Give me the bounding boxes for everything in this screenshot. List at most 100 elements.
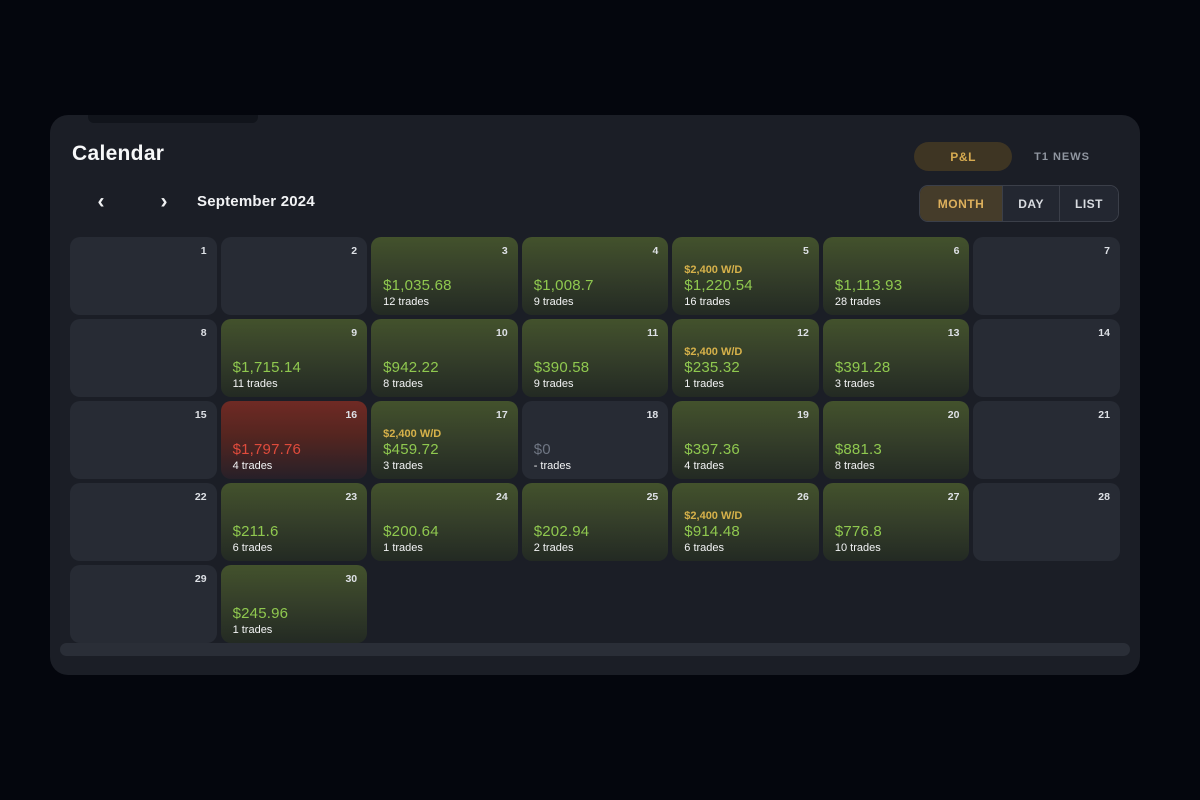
calendar-day-cell[interactable]: 12 $2,400 W/D $235.32 1 trades: [672, 319, 819, 397]
calendar-day-cell[interactable]: 27 $776.8 10 trades: [822, 483, 970, 561]
calendar-day-cell[interactable]: 3 $1,035.68 12 trades: [371, 237, 518, 315]
pnl-amount: $235.32: [684, 359, 740, 376]
view-toggle: MONTH DAY LIST: [918, 185, 1119, 222]
calendar-day-cell[interactable]: 5 $2,400 W/D $1,220.54 16 trades: [672, 237, 819, 315]
day-summary: $1,113.93 28 trades: [835, 277, 964, 308]
calendar-day-cell[interactable]: 21: [973, 401, 1120, 479]
calendar-day-cell[interactable]: 24 $200.64 1 trades: [371, 483, 518, 561]
day-number: 16: [345, 409, 358, 421]
pnl-amount: $1,035.68: [383, 277, 452, 294]
day-number: 30: [345, 573, 358, 585]
day-summary: $200.64 1 trades: [383, 523, 512, 554]
view-tab-month[interactable]: MONTH: [919, 186, 1003, 221]
calendar-day-cell[interactable]: 10 $942.22 8 trades: [371, 319, 518, 397]
day-number: 21: [1098, 409, 1110, 421]
day-number: 17: [496, 409, 508, 421]
calendar-day-cell[interactable]: 22: [70, 483, 217, 561]
trade-count: 3 trades: [383, 460, 423, 472]
trade-count: 9 trades: [533, 378, 574, 390]
view-tab-list[interactable]: LIST: [1059, 186, 1118, 221]
page-title: Calendar: [72, 142, 165, 165]
calendar-day-cell[interactable]: 23 $211.6 6 trades: [220, 483, 368, 561]
pnl-amount: $397.36: [684, 441, 740, 458]
calendar-day-cell[interactable]: 14: [973, 319, 1120, 397]
calendar-day-cell[interactable]: 29: [70, 565, 217, 643]
calendar-day-cell[interactable]: 17 $2,400 W/D $459.72 3 trades: [371, 401, 518, 479]
day-number: 23: [345, 491, 358, 503]
trade-count: - trades: [533, 460, 571, 472]
pnl-amount: $914.48: [684, 523, 740, 540]
day-number: 18: [646, 409, 659, 421]
calendar-day-cell[interactable]: 26 $2,400 W/D $914.48 6 trades: [672, 483, 819, 561]
calendar-day-cell[interactable]: 7: [973, 237, 1120, 315]
day-summary: $2,400 W/D $459.72 3 trades: [383, 428, 512, 472]
day-number: 9: [351, 327, 358, 339]
day-summary: $1,035.68 12 trades: [383, 277, 512, 308]
calendar-day-cell[interactable]: 11 $390.58 9 trades: [521, 319, 669, 397]
calendar-day-cell[interactable]: 8: [70, 319, 217, 397]
calendar-grid: 1 2 3 $1,035.68 12 trades 4 $1,008.7 9 t…: [70, 237, 1120, 643]
day-summary: $942.22 8 trades: [383, 359, 512, 390]
pnl-amount: $390.58: [533, 359, 590, 376]
day-number: 5: [803, 245, 809, 257]
day-number: 28: [1098, 491, 1110, 503]
calendar-day-cell[interactable]: 28: [973, 483, 1120, 561]
day-summary: $776.8 10 trades: [835, 523, 964, 554]
calendar-day-cell[interactable]: 20 $881.3 8 trades: [822, 401, 970, 479]
pnl-amount: $1,715.14: [232, 359, 302, 376]
pnl-amount: $1,008.7: [533, 277, 594, 294]
pnl-amount: $202.94: [533, 523, 590, 540]
horizontal-scrollbar[interactable]: [60, 643, 1130, 656]
day-summary: $245.96 1 trades: [233, 605, 362, 636]
trade-count: 8 trades: [383, 378, 423, 390]
t1-news-button[interactable]: T1 NEWS: [1012, 142, 1112, 171]
calendar-day-cell[interactable]: 9 $1,715.14 11 trades: [220, 319, 368, 397]
day-summary: $881.3 8 trades: [835, 441, 964, 472]
day-number: 15: [194, 409, 207, 421]
day-number: 29: [194, 573, 207, 585]
calendar-day-cell[interactable]: 25 $202.94 2 trades: [521, 483, 669, 561]
calendar-day-cell[interactable]: 30 $245.96 1 trades: [220, 565, 368, 643]
calendar-day-cell[interactable]: 16 $1,797.76 4 trades: [220, 401, 368, 479]
header-buttons: P&L T1 NEWS: [914, 142, 1112, 171]
calendar-day-cell[interactable]: 1: [70, 237, 217, 315]
day-number: 6: [953, 245, 960, 257]
calendar-day-cell[interactable]: 19 $397.36 4 trades: [672, 401, 819, 479]
day-number: 8: [200, 327, 207, 339]
view-tab-day[interactable]: DAY: [1002, 186, 1059, 221]
pnl-amount: $1,113.93: [834, 277, 903, 294]
day-number: 19: [797, 409, 809, 421]
next-month-button[interactable]: ›: [149, 187, 179, 217]
day-number: 26: [797, 491, 809, 503]
pnl-amount: $776.8: [834, 523, 882, 540]
chevron-left-icon: ‹: [97, 190, 105, 213]
day-summary: $202.94 2 trades: [534, 523, 663, 554]
withdrawal-label: $2,400 W/D: [684, 264, 743, 276]
pnl-toggle-button[interactable]: P&L: [914, 142, 1013, 171]
day-number: 13: [947, 327, 960, 339]
pnl-amount: $200.64: [383, 523, 439, 540]
day-summary: $390.58 9 trades: [534, 359, 663, 390]
trade-count: 1 trades: [383, 542, 423, 554]
trade-count: 2 trades: [533, 542, 574, 554]
calendar-day-cell[interactable]: 2: [220, 237, 368, 315]
pnl-amount: $942.22: [383, 359, 439, 376]
pnl-amount: $1,220.54: [684, 277, 753, 294]
panel-top-notch: [88, 115, 258, 123]
day-number: 22: [194, 491, 207, 503]
trade-count: 8 trades: [834, 460, 875, 472]
day-number: 2: [351, 245, 358, 257]
day-summary: $1,715.14 11 trades: [233, 359, 362, 390]
pnl-amount: $0: [533, 441, 551, 458]
calendar-day-cell[interactable]: 15: [70, 401, 217, 479]
calendar-day-cell[interactable]: 18 $0 - trades: [521, 401, 669, 479]
calendar-day-cell[interactable]: 13 $391.28 3 trades: [822, 319, 970, 397]
calendar-day-cell[interactable]: 4 $1,008.7 9 trades: [521, 237, 669, 315]
prev-month-button[interactable]: ‹: [86, 187, 116, 217]
pnl-amount: $391.28: [834, 359, 891, 376]
day-number: 25: [646, 491, 659, 503]
trade-count: 6 trades: [232, 542, 273, 554]
day-summary: $0 - trades: [534, 441, 663, 472]
calendar-day-cell[interactable]: 6 $1,113.93 28 trades: [822, 237, 970, 315]
pnl-amount: $1,797.76: [232, 441, 302, 458]
